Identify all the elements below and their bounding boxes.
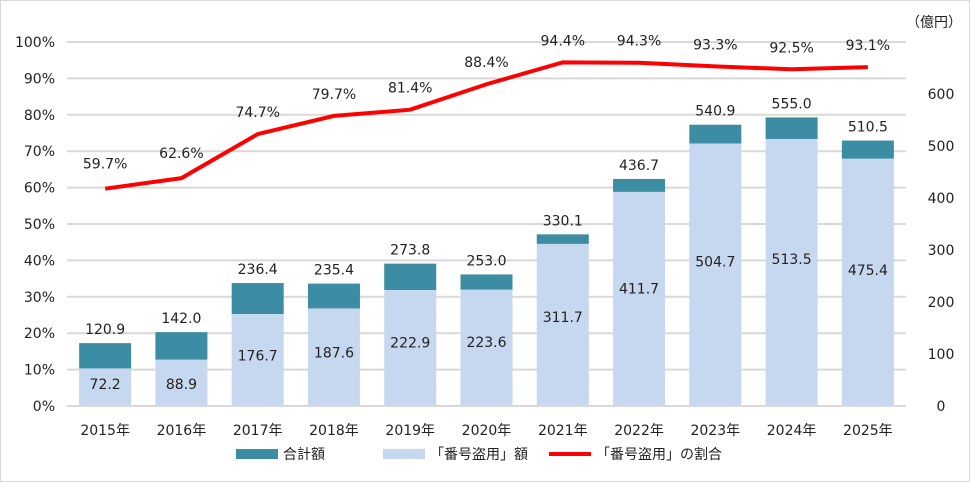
right-tick-label: 100 xyxy=(928,347,955,363)
left-tick-label: 70% xyxy=(24,144,55,160)
bar-stolen xyxy=(384,290,437,406)
category-label: 2021年 xyxy=(538,423,588,439)
ratio-label: 94.4% xyxy=(541,33,585,49)
ratio-line xyxy=(104,60,868,191)
bar-stolen xyxy=(79,368,132,406)
bar-total xyxy=(155,332,208,360)
right-tick-label: 600 xyxy=(928,87,955,103)
bar-stolen xyxy=(765,138,818,407)
left-tick-label: 20% xyxy=(24,326,55,342)
category-label: 2017年 xyxy=(233,423,283,439)
total-label: 236.4 xyxy=(238,262,278,278)
right-tick-label: 200 xyxy=(928,295,955,311)
legend-label: 「番号盗用」額 xyxy=(430,447,528,463)
left-tick-label: 90% xyxy=(24,71,55,87)
bar-stolen xyxy=(460,289,513,406)
bar-total xyxy=(536,234,589,244)
category-label: 2019年 xyxy=(385,423,435,439)
stolen-label: 513.5 xyxy=(772,252,812,268)
left-tick-label: 100% xyxy=(15,35,55,51)
total-label: 436.7 xyxy=(619,158,659,174)
ratio-label: 62.6% xyxy=(159,146,203,162)
ratio-label: 93.3% xyxy=(693,37,737,53)
legend-label: 合計額 xyxy=(283,447,325,463)
left-tick-label: 0% xyxy=(33,399,55,415)
right-axis-unit: （億円） xyxy=(906,15,962,31)
left-tick-label: 60% xyxy=(24,181,55,197)
right-tick-label: 400 xyxy=(928,191,955,207)
stolen-label: 176.7 xyxy=(238,348,278,364)
bar-stolen xyxy=(613,191,666,406)
stolen-label: 475.4 xyxy=(848,263,888,279)
category-label: 2024年 xyxy=(767,423,817,439)
left-tick-label: 40% xyxy=(24,253,55,269)
total-label: 273.8 xyxy=(390,243,430,259)
category-label: 2016年 xyxy=(157,423,207,439)
stolen-label: 504.7 xyxy=(695,255,735,271)
stolen-label: 311.7 xyxy=(543,310,583,326)
right-tick-label: 500 xyxy=(928,139,955,155)
left-tick-label: 10% xyxy=(24,363,55,379)
total-label: 235.4 xyxy=(314,263,354,279)
bar-stolen xyxy=(536,243,589,406)
category-label: 2018年 xyxy=(309,423,359,439)
bar-stolen xyxy=(689,143,742,406)
bar-stolen xyxy=(841,158,894,406)
category-label: 2022年 xyxy=(614,423,664,439)
bar-stolen xyxy=(307,308,360,406)
ratio-label: 92.5% xyxy=(769,40,813,56)
stolen-label: 187.6 xyxy=(314,345,354,361)
total-label: 253.0 xyxy=(466,253,506,269)
ratio-label: 81.4% xyxy=(388,81,432,97)
ratio-label: 94.3% xyxy=(617,34,661,50)
bar-stolen xyxy=(155,359,208,406)
category-label: 2020年 xyxy=(462,423,512,439)
stolen-label: 88.9 xyxy=(166,377,197,393)
left-tick-label: 30% xyxy=(24,290,55,306)
total-label: 540.9 xyxy=(695,104,735,120)
bar-total xyxy=(765,117,818,139)
right-tick-label: 300 xyxy=(928,243,955,259)
bar-total xyxy=(613,178,666,192)
ratio-label: 59.7% xyxy=(83,157,127,173)
ratio-label: 74.7% xyxy=(235,105,279,121)
bar-total xyxy=(460,274,513,290)
ratio-label: 79.7% xyxy=(312,87,356,103)
bar-total xyxy=(307,283,360,309)
legend-swatch xyxy=(236,449,278,459)
total-label: 555.0 xyxy=(772,96,812,112)
bar-total xyxy=(384,263,437,291)
category-label: 2023年 xyxy=(690,423,740,439)
stolen-label: 411.7 xyxy=(619,281,659,297)
total-label: 510.5 xyxy=(848,120,888,136)
total-label: 120.9 xyxy=(85,322,125,338)
category-label: 2015年 xyxy=(80,423,130,439)
legend-label: 「番号盗用」の割合 xyxy=(596,446,722,463)
ratio-label: 88.4% xyxy=(464,55,508,71)
left-tick-label: 50% xyxy=(24,217,55,233)
bar-total xyxy=(79,343,132,369)
right-tick-label: 0 xyxy=(937,399,946,415)
bar-stolen xyxy=(231,314,284,406)
total-label: 330.1 xyxy=(543,213,583,229)
left-tick-label: 80% xyxy=(24,108,55,124)
legend-swatch xyxy=(383,449,425,459)
category-label: 2025年 xyxy=(843,423,893,439)
total-label: 142.0 xyxy=(161,311,201,327)
stolen-label: 223.6 xyxy=(466,335,506,351)
stolen-label: 222.9 xyxy=(390,335,430,351)
stolen-label: 72.2 xyxy=(90,377,121,393)
bar-total xyxy=(841,140,894,159)
bar-total xyxy=(689,124,742,144)
ratio-label: 93.1% xyxy=(846,38,890,54)
bar-total xyxy=(231,283,284,315)
